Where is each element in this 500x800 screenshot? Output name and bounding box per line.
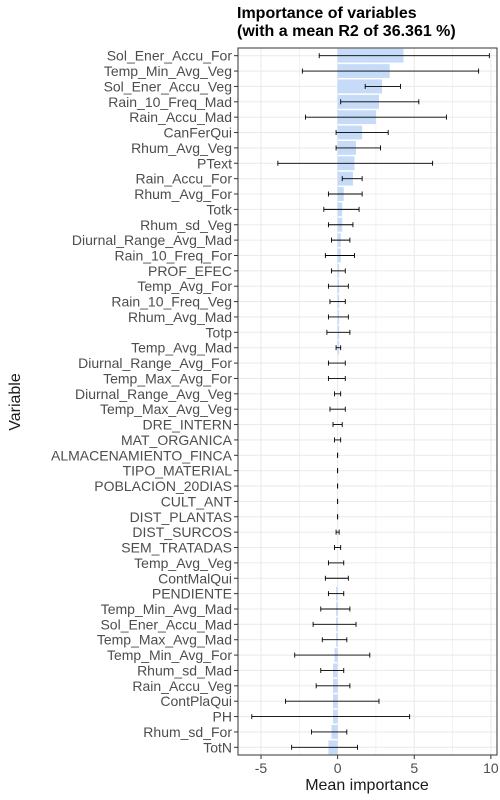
y-tick-label: DIST_SURCOS — [132, 524, 232, 540]
plot-panel — [238, 48, 497, 755]
y-tick-label: Rhum_sd_For — [143, 724, 232, 740]
y-tick-label: Rain_10_Freq_For — [114, 247, 232, 263]
y-tick-label: PText — [197, 155, 232, 171]
y-tick-label: ALMACENAMIENTO_FINCA — [51, 447, 233, 463]
y-tick-label: Sol_Ener_Accu_Mad — [100, 616, 232, 632]
y-tick-label: Diurnal_Range_Avg_For — [78, 355, 232, 371]
y-tick-label: PROF_EFEC — [148, 263, 232, 279]
y-tick-labels: Sol_Ener_Accu_ForTemp_Min_Avg_VegSol_Ene… — [51, 48, 238, 755]
y-tick-label: Rain_10_Freq_Veg — [111, 294, 232, 310]
y-tick-label: ContPlaQui — [160, 693, 232, 709]
y-tick-label: Rhum_Avg_Mad — [128, 309, 232, 325]
x-tick-label: 0 — [334, 760, 342, 776]
y-tick-label: DIST_PLANTAS — [130, 509, 232, 525]
y-tick-label: PENDIENTE — [152, 586, 232, 602]
y-tick-label: Rhum_Avg_Veg — [131, 140, 232, 156]
y-tick-label: POBLACION_20DIAS — [94, 478, 232, 494]
y-tick-label: Totk — [206, 201, 233, 217]
x-tick-label: -5 — [255, 760, 268, 776]
y-tick-label: Rhum_sd_Veg — [140, 217, 232, 233]
x-tick-label: 10 — [483, 760, 499, 776]
y-tick-label: Rain_10_Freq_Mad — [108, 94, 232, 110]
y-tick-label: CULT_ANT — [161, 493, 233, 509]
bar — [337, 79, 383, 94]
x-axis-title: Mean importance — [305, 777, 429, 794]
plot-panel-border — [237, 47, 498, 756]
y-tick-label: SEM_TRATADAS — [121, 540, 232, 556]
y-axis-title: Variable — [7, 373, 24, 431]
y-tick-label: TIPO_MATERIAL — [123, 463, 233, 479]
errorbar-layer — [251, 53, 490, 750]
y-tick-label: Temp_Max_Avg_Mad — [97, 632, 232, 648]
y-tick-label: Temp_Avg_For — [137, 278, 232, 294]
y-tick-label: DRE_INTERN — [143, 417, 232, 433]
y-tick-label: ContMalQui — [158, 570, 232, 586]
y-tick-label: PH — [213, 709, 232, 725]
y-tick-label: Rain_Accu_Veg — [132, 678, 232, 694]
y-tick-label: Sol_Ener_Accu_For — [107, 48, 233, 64]
y-tick-label: Temp_Max_Avg_For — [103, 370, 232, 386]
chart-title: Importance of variables — [237, 5, 417, 22]
y-tick-label: Temp_Max_Avg_Veg — [100, 401, 232, 417]
y-tick-label: Diurnal_Range_Avg_Mad — [72, 232, 232, 248]
y-tick-label: Totp — [206, 324, 233, 340]
y-tick-label: MAT_ORGANICA — [121, 432, 233, 448]
y-tick-label: Temp_Min_Avg_Veg — [104, 63, 232, 79]
y-tick-label: Diurnal_Range_Avg_Veg — [75, 386, 232, 402]
x-tick-label: 5 — [410, 760, 418, 776]
y-tick-label: Rhum_Avg_For — [134, 186, 232, 202]
y-tick-label: Temp_Min_Avg_Mad — [101, 601, 232, 617]
y-tick-label: Temp_Avg_Mad — [131, 340, 232, 356]
x-tick-labels: -5 0 5 10 — [255, 755, 499, 776]
y-tick-label: Rhum_sd_Mad — [137, 662, 232, 678]
y-tick-label: Rain_Accu_For — [136, 171, 233, 187]
chart-subtitle: (with a mean R2 of 36.361 %) — [237, 23, 456, 40]
y-tick-label: Rain_Accu_Mad — [129, 109, 232, 125]
y-tick-label: Temp_Min_Avg_For — [107, 647, 232, 663]
y-tick-label: Sol_Ener_Accu_Veg — [104, 78, 232, 94]
y-tick-label: CanFerQui — [164, 125, 232, 141]
y-tick-label: Temp_Avg_Veg — [134, 555, 232, 571]
y-tick-label: TotN — [203, 739, 232, 755]
